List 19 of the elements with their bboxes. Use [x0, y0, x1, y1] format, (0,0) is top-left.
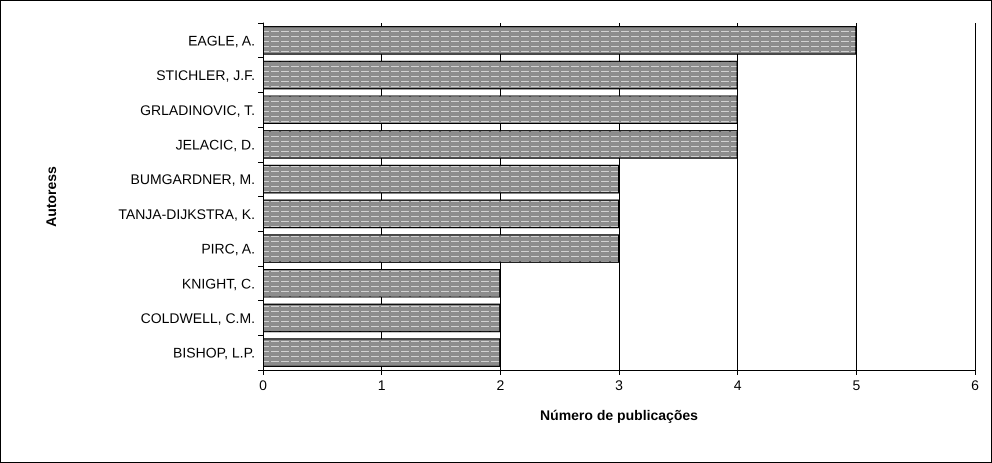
- x-tick-label: 1: [378, 377, 386, 393]
- x-tick-label: 5: [852, 377, 860, 393]
- y-tick-label: COLDWELL, C.M.: [140, 310, 255, 326]
- y-tick-label: EAGLE, A.: [188, 32, 255, 48]
- y-tick-label: JELACIC, D.: [176, 136, 255, 152]
- x-tick-label: 2: [496, 377, 504, 393]
- y-axis-title: Autoress: [43, 166, 59, 227]
- y-tick-label: BISHOP, L.P.: [173, 344, 255, 361]
- x-axis-title: Número de publicações: [540, 407, 698, 423]
- x-tick-label: 0: [259, 377, 268, 393]
- y-tick-label: GRLADINOVIC, T.: [140, 102, 255, 118]
- y-tick-label: KNIGHT, C.: [182, 275, 255, 292]
- x-tick-label: 4: [734, 377, 742, 393]
- x-tick-label: 6: [971, 377, 980, 393]
- x-tick-label: 3: [615, 377, 624, 393]
- y-tick-label: PIRC, A.: [201, 240, 255, 257]
- y-tick-label: TANJA-DIJKSTRA, K.: [118, 206, 255, 222]
- y-tick-label: STICHLER, J.F.: [156, 67, 255, 84]
- y-tick-label: BUMGARDNER, M.: [130, 171, 255, 188]
